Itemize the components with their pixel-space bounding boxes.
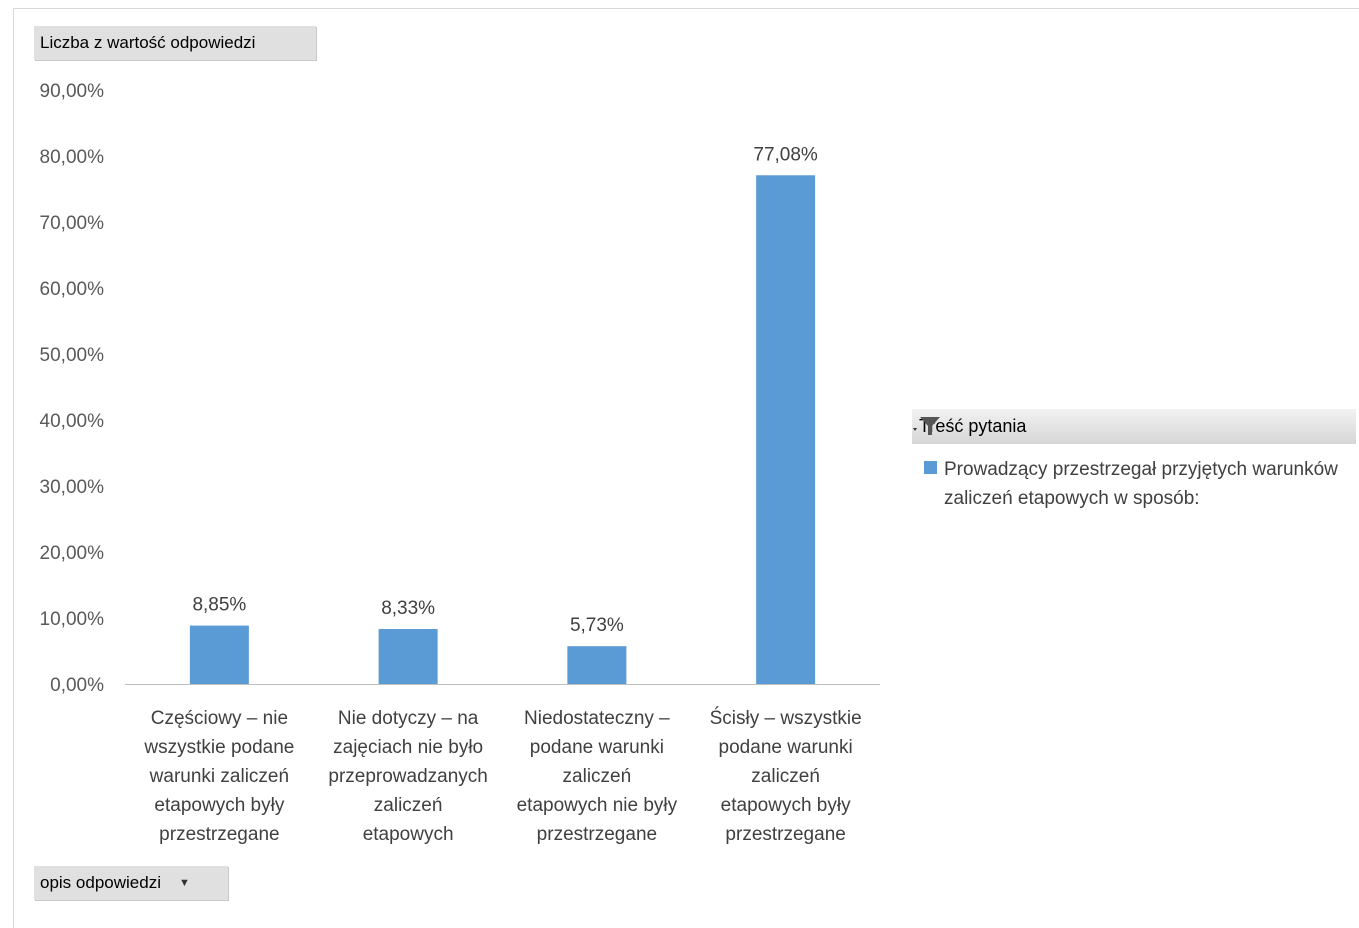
data-label: 8,85% [192, 595, 246, 616]
category-label: warunki zaliczeń [149, 766, 289, 787]
legend-swatch [924, 461, 937, 474]
category-label: zaliczeń [563, 766, 632, 787]
bar [189, 625, 249, 684]
category-label: podane warunki [719, 737, 853, 758]
category-label: etapowych były [154, 795, 284, 816]
chart-frame [13, 8, 1359, 928]
category-label: etapowych nie były [517, 795, 678, 816]
y-tick-label: 20,00% [40, 543, 105, 564]
category-label: przestrzegane [725, 824, 845, 845]
bar [756, 175, 816, 684]
legend-header-label: Treść pytania [919, 416, 1027, 436]
y-tick-label: 40,00% [40, 411, 105, 432]
category-label: etapowych były [721, 795, 851, 816]
category-label: Niedostateczny – [524, 708, 670, 729]
data-label: 5,73% [570, 615, 624, 636]
axis-field-label: opis odpowiedzi [40, 873, 161, 892]
data-label: 8,33% [381, 598, 435, 619]
category-label: etapowych [363, 824, 454, 845]
category-label: przestrzegane [159, 824, 279, 845]
axis-field-button[interactable]: opis odpowiedzi ▼ [34, 866, 228, 900]
y-tick-label: 30,00% [40, 477, 105, 498]
category-label: Ścisły – wszystkie [710, 707, 862, 729]
category-label: zaliczeń [751, 766, 820, 787]
category-label: podane warunki [530, 737, 664, 758]
bar [378, 629, 438, 684]
category-label: przestrzegane [537, 824, 657, 845]
y-tick-label: 80,00% [40, 147, 105, 168]
filter-icon[interactable] [912, 415, 942, 437]
y-tick-label: 10,00% [40, 609, 105, 630]
y-tick-label: 0,00% [50, 675, 104, 696]
legend-item-label: Prowadzący przestrzegał przyjętych warun… [944, 459, 1338, 509]
category-label: przeprowadzanych [328, 766, 487, 787]
category-label: wszystkie podane [143, 737, 294, 758]
y-tick-label: 60,00% [40, 279, 105, 300]
data-label: 77,08% [753, 144, 818, 165]
dropdown-arrow-icon: ▼ [178, 877, 190, 889]
category-label: zaliczeń [374, 795, 443, 816]
y-tick-label: 50,00% [40, 345, 105, 366]
category-label: zajęciach nie było [333, 737, 483, 758]
category-label: Nie dotyczy – na [338, 708, 479, 729]
bar [567, 646, 627, 684]
y-tick-label: 70,00% [40, 213, 105, 234]
y-tick-label: 90,00% [40, 81, 105, 102]
category-label: Częściowy – nie [151, 708, 288, 729]
value-field-button[interactable]: Liczba z wartość odpowiedzi [34, 26, 316, 60]
legend-field-button[interactable]: Treść pytania [912, 409, 1356, 444]
